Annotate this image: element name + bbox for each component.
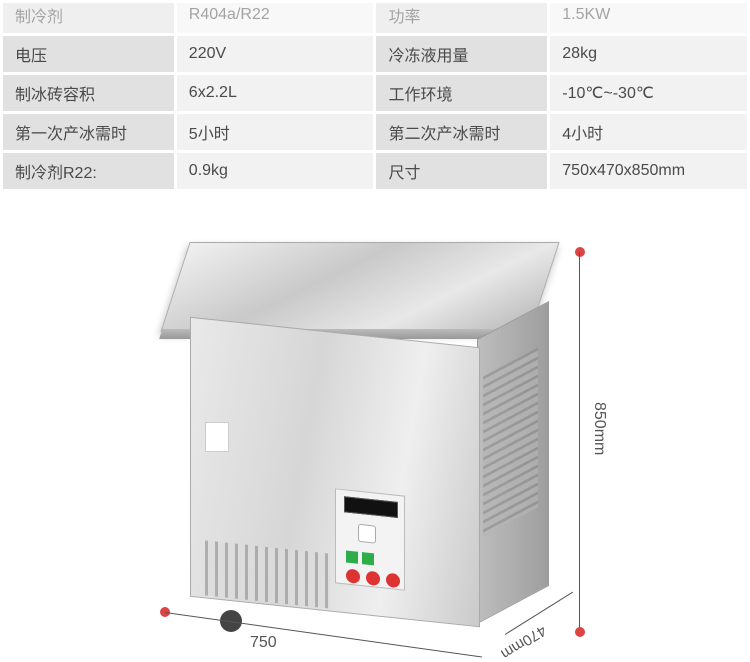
- table-row: 第一次产冰需时5小时第二次产冰需时4小时: [3, 114, 747, 150]
- spec-label: 制冰砖容积: [3, 75, 174, 111]
- machine-lid: [160, 242, 559, 332]
- dim-line-height: [579, 252, 580, 632]
- product-diagram: 850mm 470mm 750: [0, 212, 750, 662]
- spec-label: 工作环境: [376, 75, 547, 111]
- spec-label: 冷冻液用量: [376, 36, 547, 72]
- control-panel: [335, 488, 405, 590]
- dim-height-label: 850mm: [590, 402, 608, 455]
- spec-table: 制冷剂R404a/R22功率1.5KW电压220V冷冻液用量28kg制冰砖容积6…: [0, 0, 750, 192]
- dial-gauge: [358, 524, 376, 544]
- spec-table-body: 制冷剂R404a/R22功率1.5KW电压220V冷冻液用量28kg制冰砖容积6…: [3, 3, 747, 189]
- dim-dot-bottom: [575, 627, 585, 637]
- side-vents: [483, 347, 538, 536]
- spec-value: 220V: [177, 36, 374, 72]
- green-button-2: [362, 552, 374, 565]
- spec-value: 28kg: [550, 36, 747, 72]
- table-row: 制冷剂R22:0.9kg尺寸750x470x850mm: [3, 153, 747, 189]
- ice-machine: [150, 242, 550, 632]
- spec-label: 第二次产冰需时: [376, 114, 547, 150]
- digital-display: [344, 496, 398, 518]
- spec-value: -10℃~-30℃: [550, 75, 747, 111]
- spec-label: 电压: [3, 36, 174, 72]
- cert-sticker: [205, 422, 229, 452]
- spec-value: 1.5KW: [550, 3, 747, 33]
- table-row: 制冷剂R404a/R22功率1.5KW: [3, 3, 747, 33]
- green-button-1: [346, 550, 358, 563]
- spec-value: 4小时: [550, 114, 747, 150]
- spec-value: 0.9kg: [177, 153, 374, 189]
- spec-label: 制冷剂R22:: [3, 153, 174, 189]
- red-button-3: [386, 573, 400, 588]
- spec-label: 制冷剂: [3, 3, 174, 33]
- table-row: 电压220V冷冻液用量28kg: [3, 36, 747, 72]
- dim-dot-top: [575, 247, 585, 257]
- table-row: 制冰砖容积6x2.2L工作环境-10℃~-30℃: [3, 75, 747, 111]
- spec-value: 6x2.2L: [177, 75, 374, 111]
- spec-value: R404a/R22: [177, 3, 374, 33]
- spec-value: 5小时: [177, 114, 374, 150]
- spec-label: 第一次产冰需时: [3, 114, 174, 150]
- dim-width-label: 750: [250, 634, 277, 652]
- red-button-2: [366, 571, 380, 586]
- red-button-1: [346, 568, 360, 583]
- spec-value: 750x470x850mm: [550, 153, 747, 189]
- spec-label: 功率: [376, 3, 547, 33]
- spec-label: 尺寸: [376, 153, 547, 189]
